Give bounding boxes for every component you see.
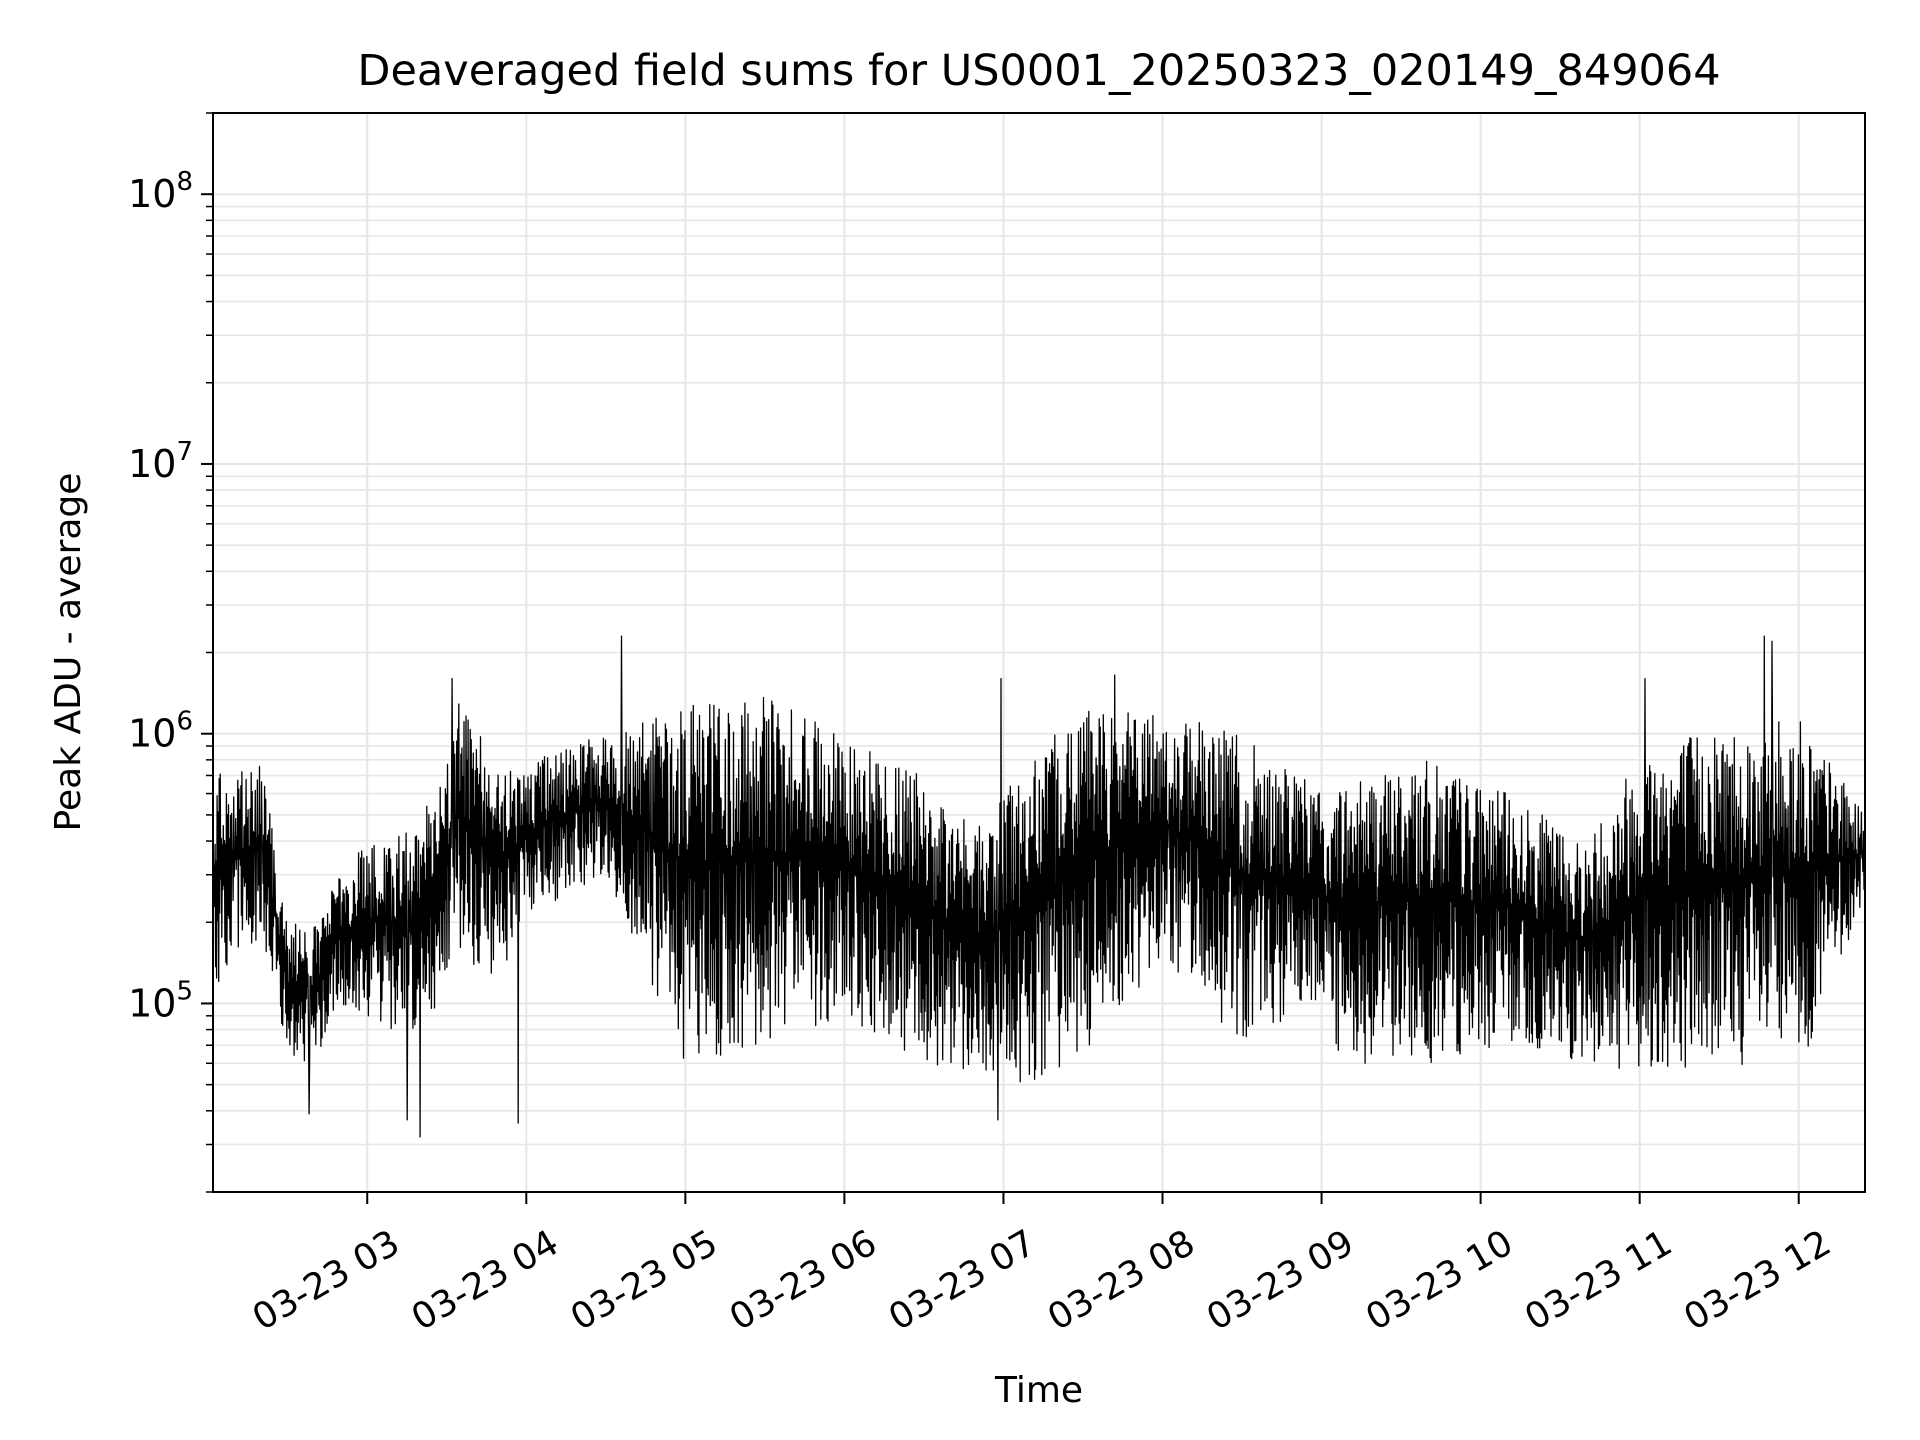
y-tick-label: 107 xyxy=(128,437,193,486)
series-line xyxy=(212,635,1866,1138)
y-tick-label: 108 xyxy=(128,167,193,216)
y-tick-label: 106 xyxy=(128,707,193,756)
y-axis-label: Peak ADU - average xyxy=(48,473,89,832)
y-tick-label: 105 xyxy=(128,976,193,1025)
data-line xyxy=(212,635,1866,1138)
chart-title: Deaveraged field sums for US0001_2025032… xyxy=(357,46,1720,96)
x-axis-label: Time xyxy=(994,1370,1083,1411)
y-axis: 105 106 107 108 xyxy=(128,112,213,1193)
